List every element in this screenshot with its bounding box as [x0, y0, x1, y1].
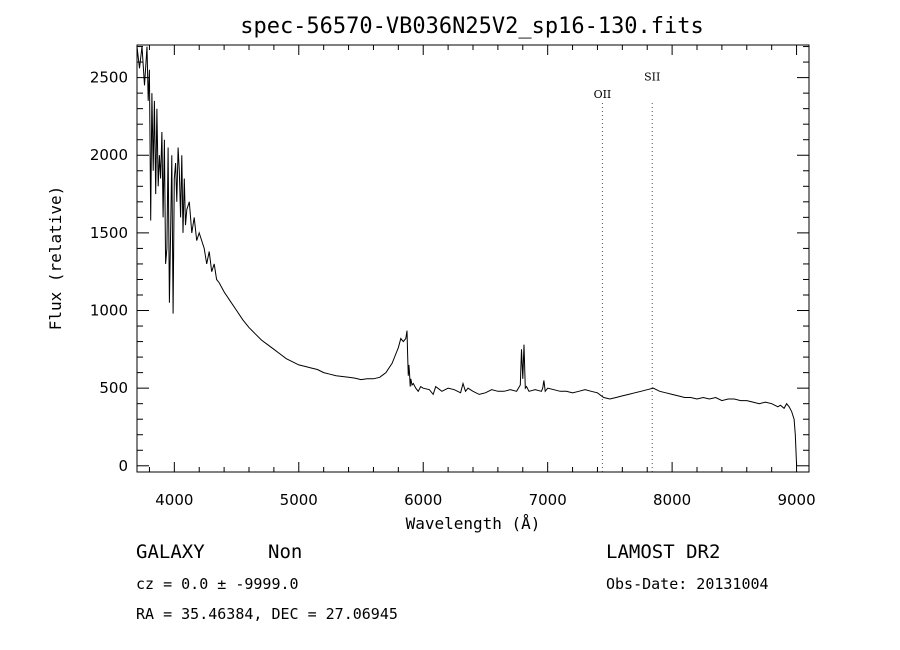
y-axis-label: Flux (relative) — [46, 186, 65, 331]
annotation-label: OII — [594, 88, 612, 101]
observation-date: Obs-Date: 20131004 — [606, 575, 769, 593]
y-tick-label: 1500 — [90, 224, 128, 242]
y-tick-label: 500 — [99, 379, 128, 397]
spectrum-line — [136, 46, 798, 466]
y-tick-label: 1000 — [90, 302, 128, 320]
object-subclass: Non — [268, 541, 302, 563]
x-tick-label: 9000 — [777, 491, 815, 509]
x-tick-label: 5000 — [280, 491, 318, 509]
x-tick-label: 6000 — [404, 491, 442, 509]
x-tick-label: 4000 — [155, 491, 193, 509]
annotation-label: SII — [644, 71, 660, 84]
x-axis-label: Wavelength (Å) — [406, 514, 541, 533]
line-annotations: OII SII — [594, 71, 660, 472]
object-class: GALAXY — [136, 541, 205, 563]
redshift-cz: cz = 0.0 ± -9999.0 — [136, 575, 299, 593]
survey-name: LAMOST DR2 — [606, 541, 720, 563]
x-tick-label: 7000 — [529, 491, 567, 509]
y-tick-label: 2000 — [90, 146, 128, 164]
chart-title: spec-56570-VB036N25V2_sp16-130.fits — [240, 14, 704, 39]
y-tick-label: 2500 — [90, 69, 128, 87]
y-axis: 0 500 1000 1500 2000 2500 — [90, 46, 809, 475]
plot-frame — [136, 44, 810, 473]
x-axis: 4000 5000 6000 7000 8000 9000 — [148, 45, 816, 509]
ra-dec: RA = 35.46384, DEC = 27.06945 — [136, 605, 398, 623]
y-tick-label: 0 — [118, 457, 128, 475]
x-tick-label: 8000 — [653, 491, 691, 509]
